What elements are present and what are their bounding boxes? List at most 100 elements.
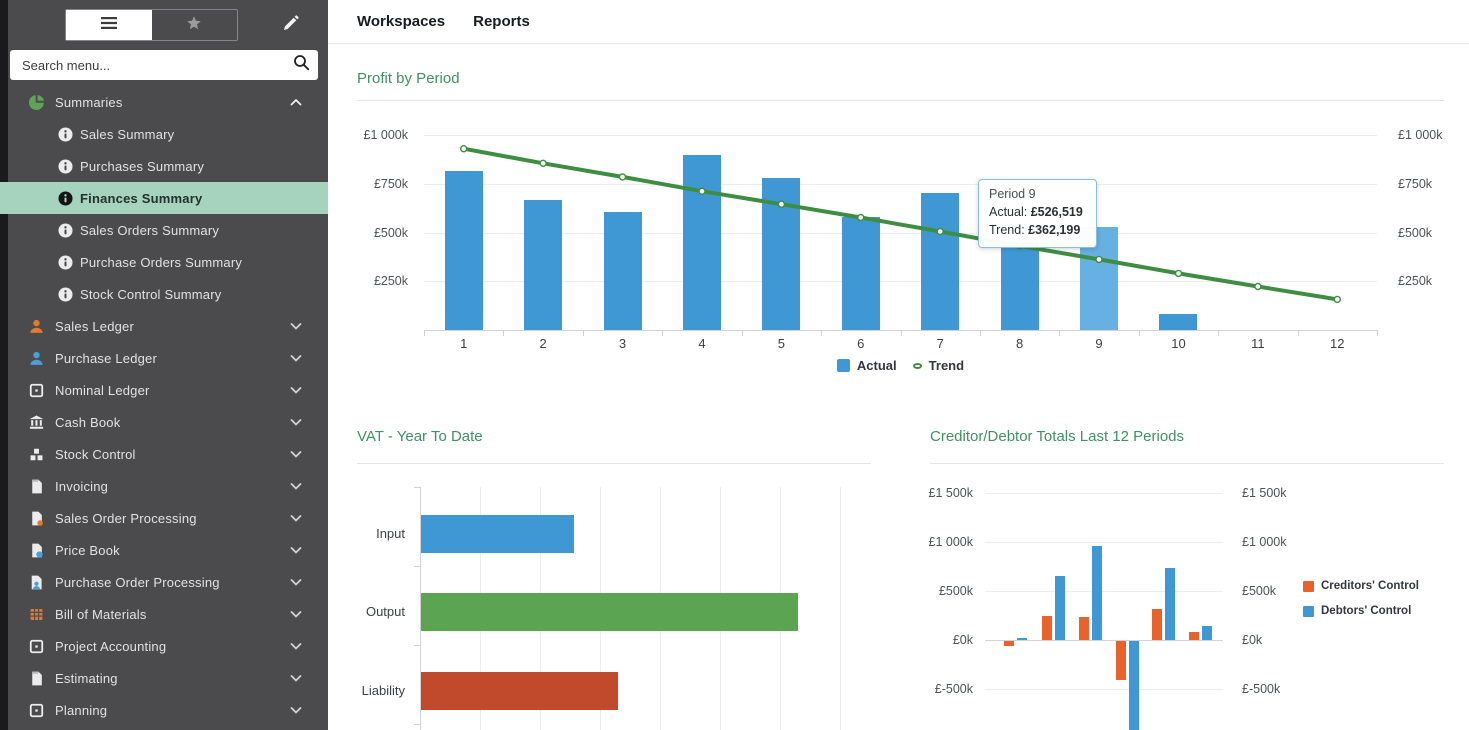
sidebar-item-sales-order-processing[interactable]: Sales Order Processing: [0, 502, 328, 534]
debtors-control-bar-5[interactable]: [1165, 567, 1175, 640]
sidebar-item-sales-orders-summary[interactable]: Sales Orders Summary: [0, 214, 328, 246]
debtors-control-bar-3[interactable]: [1092, 545, 1102, 640]
creditor-debtor-title-divider: [930, 463, 1444, 464]
sidebar-item-estimating[interactable]: Estimating: [0, 662, 328, 694]
debtors-control-bar-6[interactable]: [1202, 625, 1212, 640]
profit-chart-legend: Actual Trend: [424, 358, 1377, 373]
sidebar-item-sales-summary[interactable]: Sales Summary: [0, 118, 328, 150]
bank-icon: [28, 414, 45, 431]
search-icon[interactable]: [293, 54, 310, 76]
vat-bar-liability[interactable]: [421, 672, 619, 710]
sidebar-item-nominal-ledger[interactable]: Nominal Ledger: [0, 374, 328, 406]
sidebar-item-summaries[interactable]: Summaries: [0, 86, 328, 118]
gridline: [424, 281, 1377, 283]
legend-label: Creditors' Control: [1321, 580, 1419, 592]
vat-chart-title: VAT - Year To Date: [357, 428, 483, 445]
edit-menu-button[interactable]: [278, 14, 302, 38]
doc-person-icon: [28, 574, 45, 591]
sidebar-item-price-book[interactable]: Price Book: [0, 534, 328, 566]
creditors-control-bar-2[interactable]: [1042, 615, 1052, 640]
sidebar-item-label: Invoicing: [55, 478, 109, 494]
y-axis-label: £1 500k: [928, 486, 973, 500]
gridline: [985, 493, 1223, 494]
sidebar-item-stock-control-summary[interactable]: Stock Control Summary: [0, 278, 328, 310]
category-label-input: Input: [376, 526, 405, 541]
y-axis-label-right: £0k: [1242, 633, 1263, 647]
debtors-control-bar-2[interactable]: [1055, 575, 1065, 640]
sidebar-item-purchase-order-processing[interactable]: Purchase Order Processing: [0, 566, 328, 598]
boxes-icon: [28, 446, 45, 463]
sidebar-menu: Summaries Sales Summary Purchases Summary F…: [0, 86, 328, 726]
gridline: [424, 135, 1377, 136]
sidebar-item-stock-control[interactable]: Stock Control: [0, 438, 328, 470]
actual-bar-period-4[interactable]: [682, 155, 721, 330]
person-orange-icon: [28, 318, 45, 335]
vat-bar-output[interactable]: [421, 593, 798, 631]
search-input[interactable]: [22, 57, 293, 73]
sidebar-item-finances-summary[interactable]: Finances Summary: [0, 182, 328, 214]
sidebar-item-bill-of-materials[interactable]: Bill of Materials: [0, 598, 328, 630]
sidebar-item-label: Nominal Ledger: [55, 382, 150, 398]
sidebar-item-invoicing[interactable]: Invoicing: [0, 470, 328, 502]
chart-tooltip: Period 9 Actual: £526,519 Trend: £362,19…: [978, 179, 1097, 249]
actual-swatch-icon: [836, 359, 850, 372]
actual-bar-period-8[interactable]: [1000, 242, 1039, 330]
x-axis-tick: [662, 330, 664, 336]
x-axis-tick: [821, 330, 823, 336]
menu-view-button[interactable]: [66, 10, 152, 40]
sidebar: Summaries Sales Summary Purchases Summary F…: [0, 0, 328, 730]
creditors-control-bar-6[interactable]: [1189, 631, 1199, 640]
legend-item-trend[interactable]: Trend: [912, 358, 964, 373]
sidebar-item-sales-ledger[interactable]: Sales Ledger: [0, 310, 328, 342]
actual-bar-period-7[interactable]: [921, 192, 960, 330]
actual-bar-period-2[interactable]: [524, 200, 563, 330]
tab-workspaces[interactable]: Workspaces: [357, 13, 446, 30]
x-axis-label: 4: [698, 336, 706, 351]
y-axis-label: £250k: [373, 274, 408, 289]
vat-bar-input[interactable]: [421, 515, 575, 553]
legend-item-creditors[interactable]: Creditors' Control: [1303, 580, 1419, 592]
sidebar-item-purchases-summary[interactable]: Purchases Summary: [0, 150, 328, 182]
sidebar-view-toggle: [65, 9, 238, 41]
creditors-control-bar-1[interactable]: [1004, 641, 1014, 647]
debtors-control-bar-1[interactable]: [1017, 638, 1027, 640]
favorites-view-button[interactable]: [152, 10, 238, 40]
y-axis-label-right: £1 500k: [1242, 486, 1287, 500]
tab-reports[interactable]: Reports: [473, 13, 530, 30]
legend-item-debtors[interactable]: Debtors' Control: [1303, 605, 1419, 617]
gridline: [424, 232, 1377, 234]
sidebar-item-purchase-orders-summary[interactable]: Purchase Orders Summary: [0, 246, 328, 278]
pie-icon: [28, 94, 45, 111]
legend-item-actual[interactable]: Actual: [836, 358, 897, 373]
actual-bar-period-1[interactable]: [444, 171, 483, 330]
chevron-down-icon: [288, 318, 304, 334]
y-axis-label: £0k: [952, 633, 973, 647]
actual-bar-period-6[interactable]: [841, 216, 880, 330]
sidebar-edge-strip: [0, 0, 8, 730]
sidebar-item-label: Sales Ledger: [55, 318, 135, 334]
actual-bar-period-3[interactable]: [603, 212, 642, 330]
y-axis-tick: [414, 645, 420, 646]
legend-label: Actual: [856, 358, 897, 373]
x-axis-tick: [503, 330, 505, 336]
x-axis-tick: [582, 330, 584, 336]
sidebar-item-label: Purchases Summary: [80, 158, 205, 174]
sidebar-item-purchase-ledger[interactable]: Purchase Ledger: [0, 342, 328, 374]
x-axis-tick: [741, 330, 743, 336]
sidebar-item-cash-book[interactable]: Cash Book: [0, 406, 328, 438]
y-axis-label: £1 000k: [363, 128, 408, 142]
x-axis-tick: [1218, 330, 1220, 336]
sidebar-item-label: Estimating: [55, 670, 118, 686]
debtors-control-bar-4[interactable]: [1129, 641, 1139, 730]
sidebar-item-project-accounting[interactable]: Project Accounting: [0, 630, 328, 662]
doc-blue-icon: [28, 542, 45, 559]
sidebar-item-planning[interactable]: Planning: [0, 694, 328, 726]
creditors-control-bar-5[interactable]: [1152, 609, 1162, 640]
actual-bar-period-10[interactable]: [1159, 314, 1198, 330]
y-axis-label-right: £750k: [1398, 176, 1433, 191]
sidebar-item-label: Sales Orders Summary: [80, 222, 220, 238]
creditors-control-bar-3[interactable]: [1079, 617, 1089, 640]
creditors-control-bar-4[interactable]: [1116, 641, 1126, 681]
actual-bar-period-5[interactable]: [762, 177, 801, 330]
